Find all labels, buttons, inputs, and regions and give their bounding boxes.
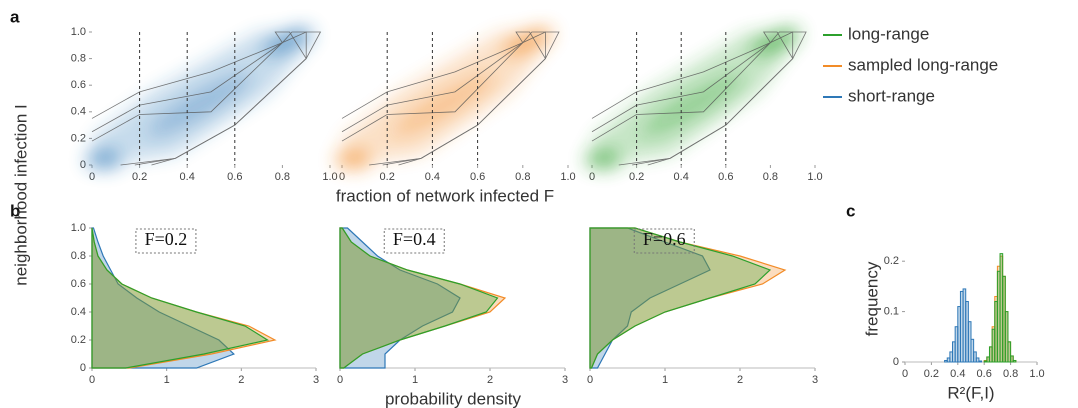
histogram-bar [1012, 359, 1017, 363]
histogram-bar [970, 338, 975, 363]
x-tick-label: 0 [89, 374, 95, 386]
x-tick-label: 0 [902, 368, 908, 380]
x-tick-label: 1.0 [560, 171, 575, 183]
density-area [91, 227, 270, 369]
histogram-bar [975, 357, 980, 363]
y-tick-label: 0.2 [71, 132, 86, 144]
y-tick-label: 0.2 [71, 334, 86, 346]
density-cloud [85, 27, 319, 169]
y-tick-label: 0.6 [71, 79, 86, 91]
legend-label: short-range [848, 86, 935, 105]
x-tick-label: 0.2 [629, 171, 644, 183]
panel-label: a [10, 7, 20, 26]
y-axis-label: neighborhood infection I [11, 104, 30, 285]
y-tick-label: 1.0 [71, 26, 86, 38]
x-tick-label: 3 [562, 374, 568, 386]
panel-label: c [846, 201, 855, 220]
y-tick-label: 0.4 [71, 106, 86, 118]
annotation: F=0.4 [393, 229, 436, 249]
annotation-box [383, 228, 445, 254]
x-tick-label: 0 [89, 171, 95, 183]
x-tick-label: 0.6 [470, 171, 485, 183]
x-tick-label: 0.4 [950, 368, 965, 380]
density-peak [585, 150, 622, 169]
density-cloud [335, 27, 557, 169]
contour [91, 31, 307, 166]
x-tick-label: 0.8 [763, 171, 778, 183]
annotation-box [633, 228, 695, 254]
x-axis-label: probability density [385, 389, 522, 408]
legend-label: long-range [848, 24, 929, 43]
histogram-bar [978, 360, 983, 363]
y-tick-label: 0.8 [71, 53, 86, 65]
x-tick-label: 1.0 [807, 171, 822, 183]
density-area [339, 227, 461, 369]
x-tick-label: 0.6 [718, 171, 733, 183]
x-tick-label: 1 [164, 374, 170, 386]
x-tick-label: 0.6 [977, 368, 992, 380]
x-tick-label: 0.6 [227, 171, 242, 183]
y-tick-label: 0 [893, 356, 899, 368]
x-tick-label: 0.8 [275, 171, 290, 183]
density-peak [335, 150, 372, 169]
y-tick-label: 0.6 [71, 278, 86, 290]
density-area [589, 227, 711, 369]
density-area [339, 227, 499, 369]
contours [591, 31, 807, 166]
x-axis-label: fraction of network infected F [336, 186, 554, 205]
y-tick-label: 0 [80, 362, 86, 374]
annotation: F=0.2 [145, 229, 188, 249]
annotation: F=0.6 [643, 229, 686, 249]
x-tick-label: 3 [313, 374, 319, 386]
density-area [91, 227, 235, 369]
histogram-bar [973, 351, 977, 363]
density-cloud [585, 27, 804, 169]
y-tick-label: 0.1 [884, 306, 899, 318]
x-tick-label: 0.4 [425, 171, 440, 183]
x-tick-label: 1 [412, 374, 418, 386]
x-tick-label: 2 [238, 374, 244, 386]
x-tick-label: 0.2 [132, 171, 147, 183]
histogram-bar [1004, 311, 1009, 363]
x-tick-label: 0 [587, 374, 593, 386]
x-tick-label: 2 [487, 374, 493, 386]
contour [591, 31, 794, 166]
x-tick-label: 0.8 [515, 171, 530, 183]
x-tick-label: 0.2 [924, 368, 939, 380]
density-peak [85, 150, 122, 169]
x-tick-label: 1.0 [322, 171, 337, 183]
x-tick-label: 2 [737, 374, 743, 386]
y-tick-label: 0 [80, 159, 86, 171]
x-tick-label: 0.8 [1003, 368, 1018, 380]
y-tick-label: 0.2 [884, 255, 899, 267]
histogram-bar [1010, 355, 1014, 363]
x-tick-label: 0 [337, 374, 343, 386]
y-tick-label: 1.0 [71, 222, 86, 234]
density-ridge [640, 73, 745, 137]
density-area [589, 227, 772, 369]
x-tick-label: 0 [339, 171, 345, 183]
density-ridge [146, 73, 252, 137]
contours [91, 31, 322, 166]
x-tick-label: 0 [589, 171, 595, 183]
x-tick-label: 0.4 [180, 171, 195, 183]
density-ridge [391, 73, 497, 137]
panel-label: b [10, 201, 20, 220]
contours [341, 31, 560, 166]
x-tick-label: 0.2 [380, 171, 395, 183]
contour [341, 31, 546, 166]
x-tick-label: 3 [812, 374, 818, 386]
y-tick-label: 0.4 [71, 306, 86, 318]
annotation-box [135, 228, 197, 254]
x-axis-label: R²(F,I) [947, 383, 994, 402]
x-tick-label: 1.0 [1029, 368, 1044, 380]
x-tick-label: 1 [662, 374, 668, 386]
x-tick-label: 0.4 [674, 171, 689, 183]
y-axis-label: frequency [862, 261, 881, 336]
histogram-bar [1007, 341, 1012, 363]
y-tick-label: 0.8 [71, 250, 86, 262]
legend-label: sampled long-range [848, 55, 998, 74]
density-peak [263, 27, 312, 55]
